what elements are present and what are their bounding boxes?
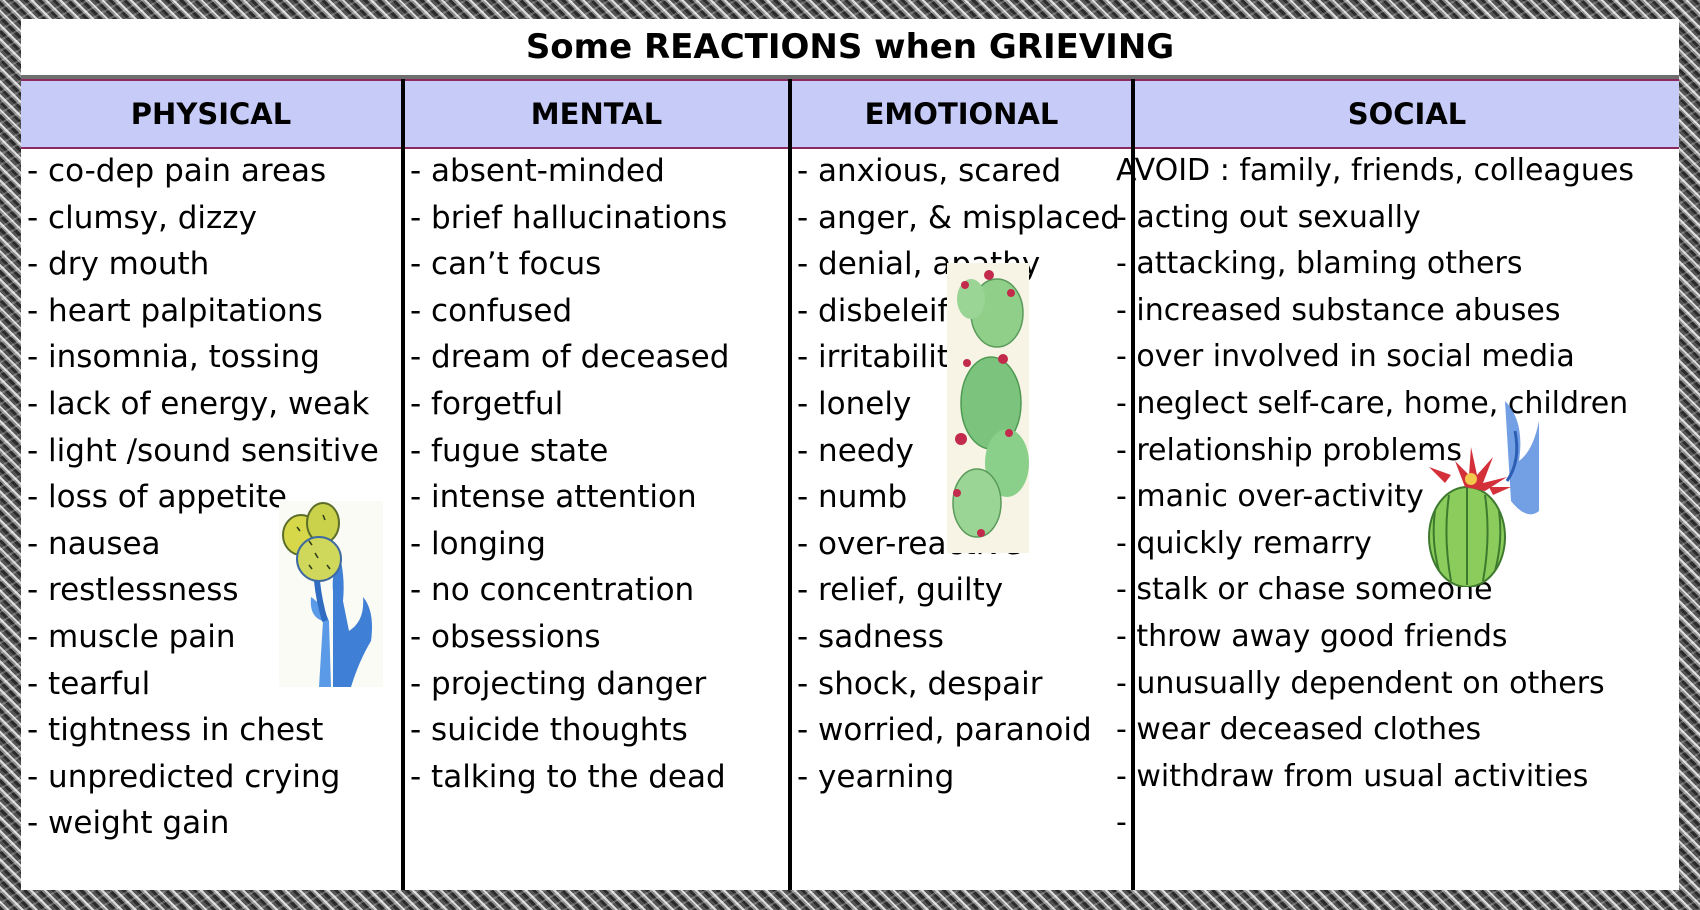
- column-divider: [1131, 79, 1135, 890]
- list-item: - stalk or chase someone: [1116, 572, 1493, 608]
- column-header-social: SOCIAL: [1135, 79, 1679, 149]
- list-item: - irritability: [797, 339, 968, 376]
- list-item: - neglect self-care, home, children: [1116, 385, 1629, 421]
- list-item: - tightness in chest: [27, 712, 324, 749]
- column-header-physical: PHYSICAL: [21, 79, 401, 149]
- list-item: - restlessness: [27, 572, 239, 609]
- list-item: - withdraw from usual activities: [1116, 758, 1589, 794]
- list-item: - attacking, blaming others: [1116, 246, 1523, 282]
- list-item: - talking to the dead: [410, 758, 726, 795]
- cactus-flower-illustration: [1428, 401, 1539, 587]
- list-item: - suicide thoughts: [410, 712, 688, 749]
- list-item: - light /sound sensitive: [27, 432, 379, 469]
- list-item: - intense attention: [410, 479, 697, 516]
- cactus-illustration: [947, 263, 1029, 553]
- column-header-emotional: EMOTIONAL: [792, 79, 1131, 149]
- list-item: - absent-minded: [410, 153, 665, 189]
- list-item: - fugue state: [410, 432, 609, 469]
- list-item: - wear deceased clothes: [1116, 712, 1482, 748]
- list-item: - dry mouth: [27, 246, 210, 283]
- list-item: - weight gain: [27, 805, 230, 842]
- page-title: Some REACTIONS when GRIEVING: [21, 19, 1679, 79]
- list-item: - anger, & misplaced: [797, 199, 1120, 236]
- list-item: - anxious, scared: [797, 153, 1062, 189]
- list-item: - co-dep pain areas: [27, 153, 327, 189]
- list-item: - disbeleif: [797, 292, 949, 329]
- list-item: - lack of energy, weak: [27, 385, 370, 422]
- column-divider: [401, 79, 405, 890]
- list-item: - longing: [410, 525, 546, 562]
- cactus-illustration: [279, 501, 383, 687]
- list-item: - relief, guilty: [797, 572, 1004, 609]
- list-item: - manic over-activity: [1116, 479, 1424, 515]
- list-item: - can’t focus: [410, 246, 602, 283]
- list-item: - lonely: [797, 385, 912, 422]
- list-item: - yearning: [797, 758, 955, 795]
- list-item: - loss of appetite: [27, 479, 287, 516]
- list-item: - shock, despair: [797, 665, 1043, 702]
- list-item: AVOID : family, friends, colleagues: [1116, 153, 1634, 188]
- list-item: - tearful: [27, 665, 151, 702]
- list-item: - unpredicted crying: [27, 758, 341, 795]
- list-item: - quickly remarry: [1116, 525, 1372, 561]
- list-item: - over involved in social media: [1116, 339, 1575, 375]
- list-item: - worried, paranoid: [797, 712, 1092, 749]
- list-item: - heart palpitations: [27, 292, 323, 329]
- column-header-mental: MENTAL: [405, 79, 788, 149]
- social-list: AVOID : family, friends, colleagues - ac…: [1116, 148, 1634, 847]
- list-item: - clumsy, dizzy: [27, 199, 257, 236]
- list-item: - muscle pain: [27, 618, 236, 655]
- list-item: - sadness: [797, 618, 944, 655]
- list-item: - brief hallucinations: [410, 199, 728, 236]
- list-item: - forgetful: [410, 385, 564, 422]
- list-item: - no concentration: [410, 572, 695, 609]
- list-item: - relationship problems: [1116, 432, 1462, 468]
- list-item: -: [1116, 805, 1127, 841]
- list-item: - needy: [797, 432, 914, 469]
- list-item: - insomnia, tossing: [27, 339, 320, 376]
- mental-list: - absent-minded - brief hallucinations -…: [410, 148, 729, 800]
- list-item: - increased substance abuses: [1116, 292, 1561, 328]
- list-item: - nausea: [27, 525, 161, 562]
- grief-reactions-table: Some REACTIONS when GRIEVING PHYSICAL ME…: [21, 19, 1679, 890]
- list-item: - dream of deceased: [410, 339, 730, 376]
- physical-list: - co-dep pain areas - clumsy, dizzy - dr…: [27, 148, 379, 847]
- list-item: - throw away good friends: [1116, 618, 1508, 654]
- column-divider: [788, 79, 792, 890]
- list-item: - unusually dependent on others: [1116, 665, 1605, 701]
- list-item: - acting out sexually: [1116, 199, 1421, 235]
- list-item: - numb: [797, 479, 908, 516]
- list-item: - projecting danger: [410, 665, 707, 702]
- list-item: - obsessions: [410, 618, 601, 655]
- list-item: - confused: [410, 292, 573, 329]
